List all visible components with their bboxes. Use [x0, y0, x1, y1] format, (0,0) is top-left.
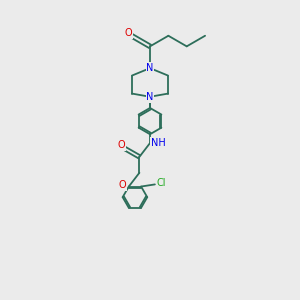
Text: O: O	[118, 140, 125, 150]
Text: O: O	[118, 180, 126, 190]
Text: O: O	[124, 28, 132, 38]
Text: NH: NH	[151, 138, 166, 148]
Text: Cl: Cl	[157, 178, 166, 188]
Text: N: N	[146, 92, 154, 102]
Text: N: N	[146, 63, 154, 73]
